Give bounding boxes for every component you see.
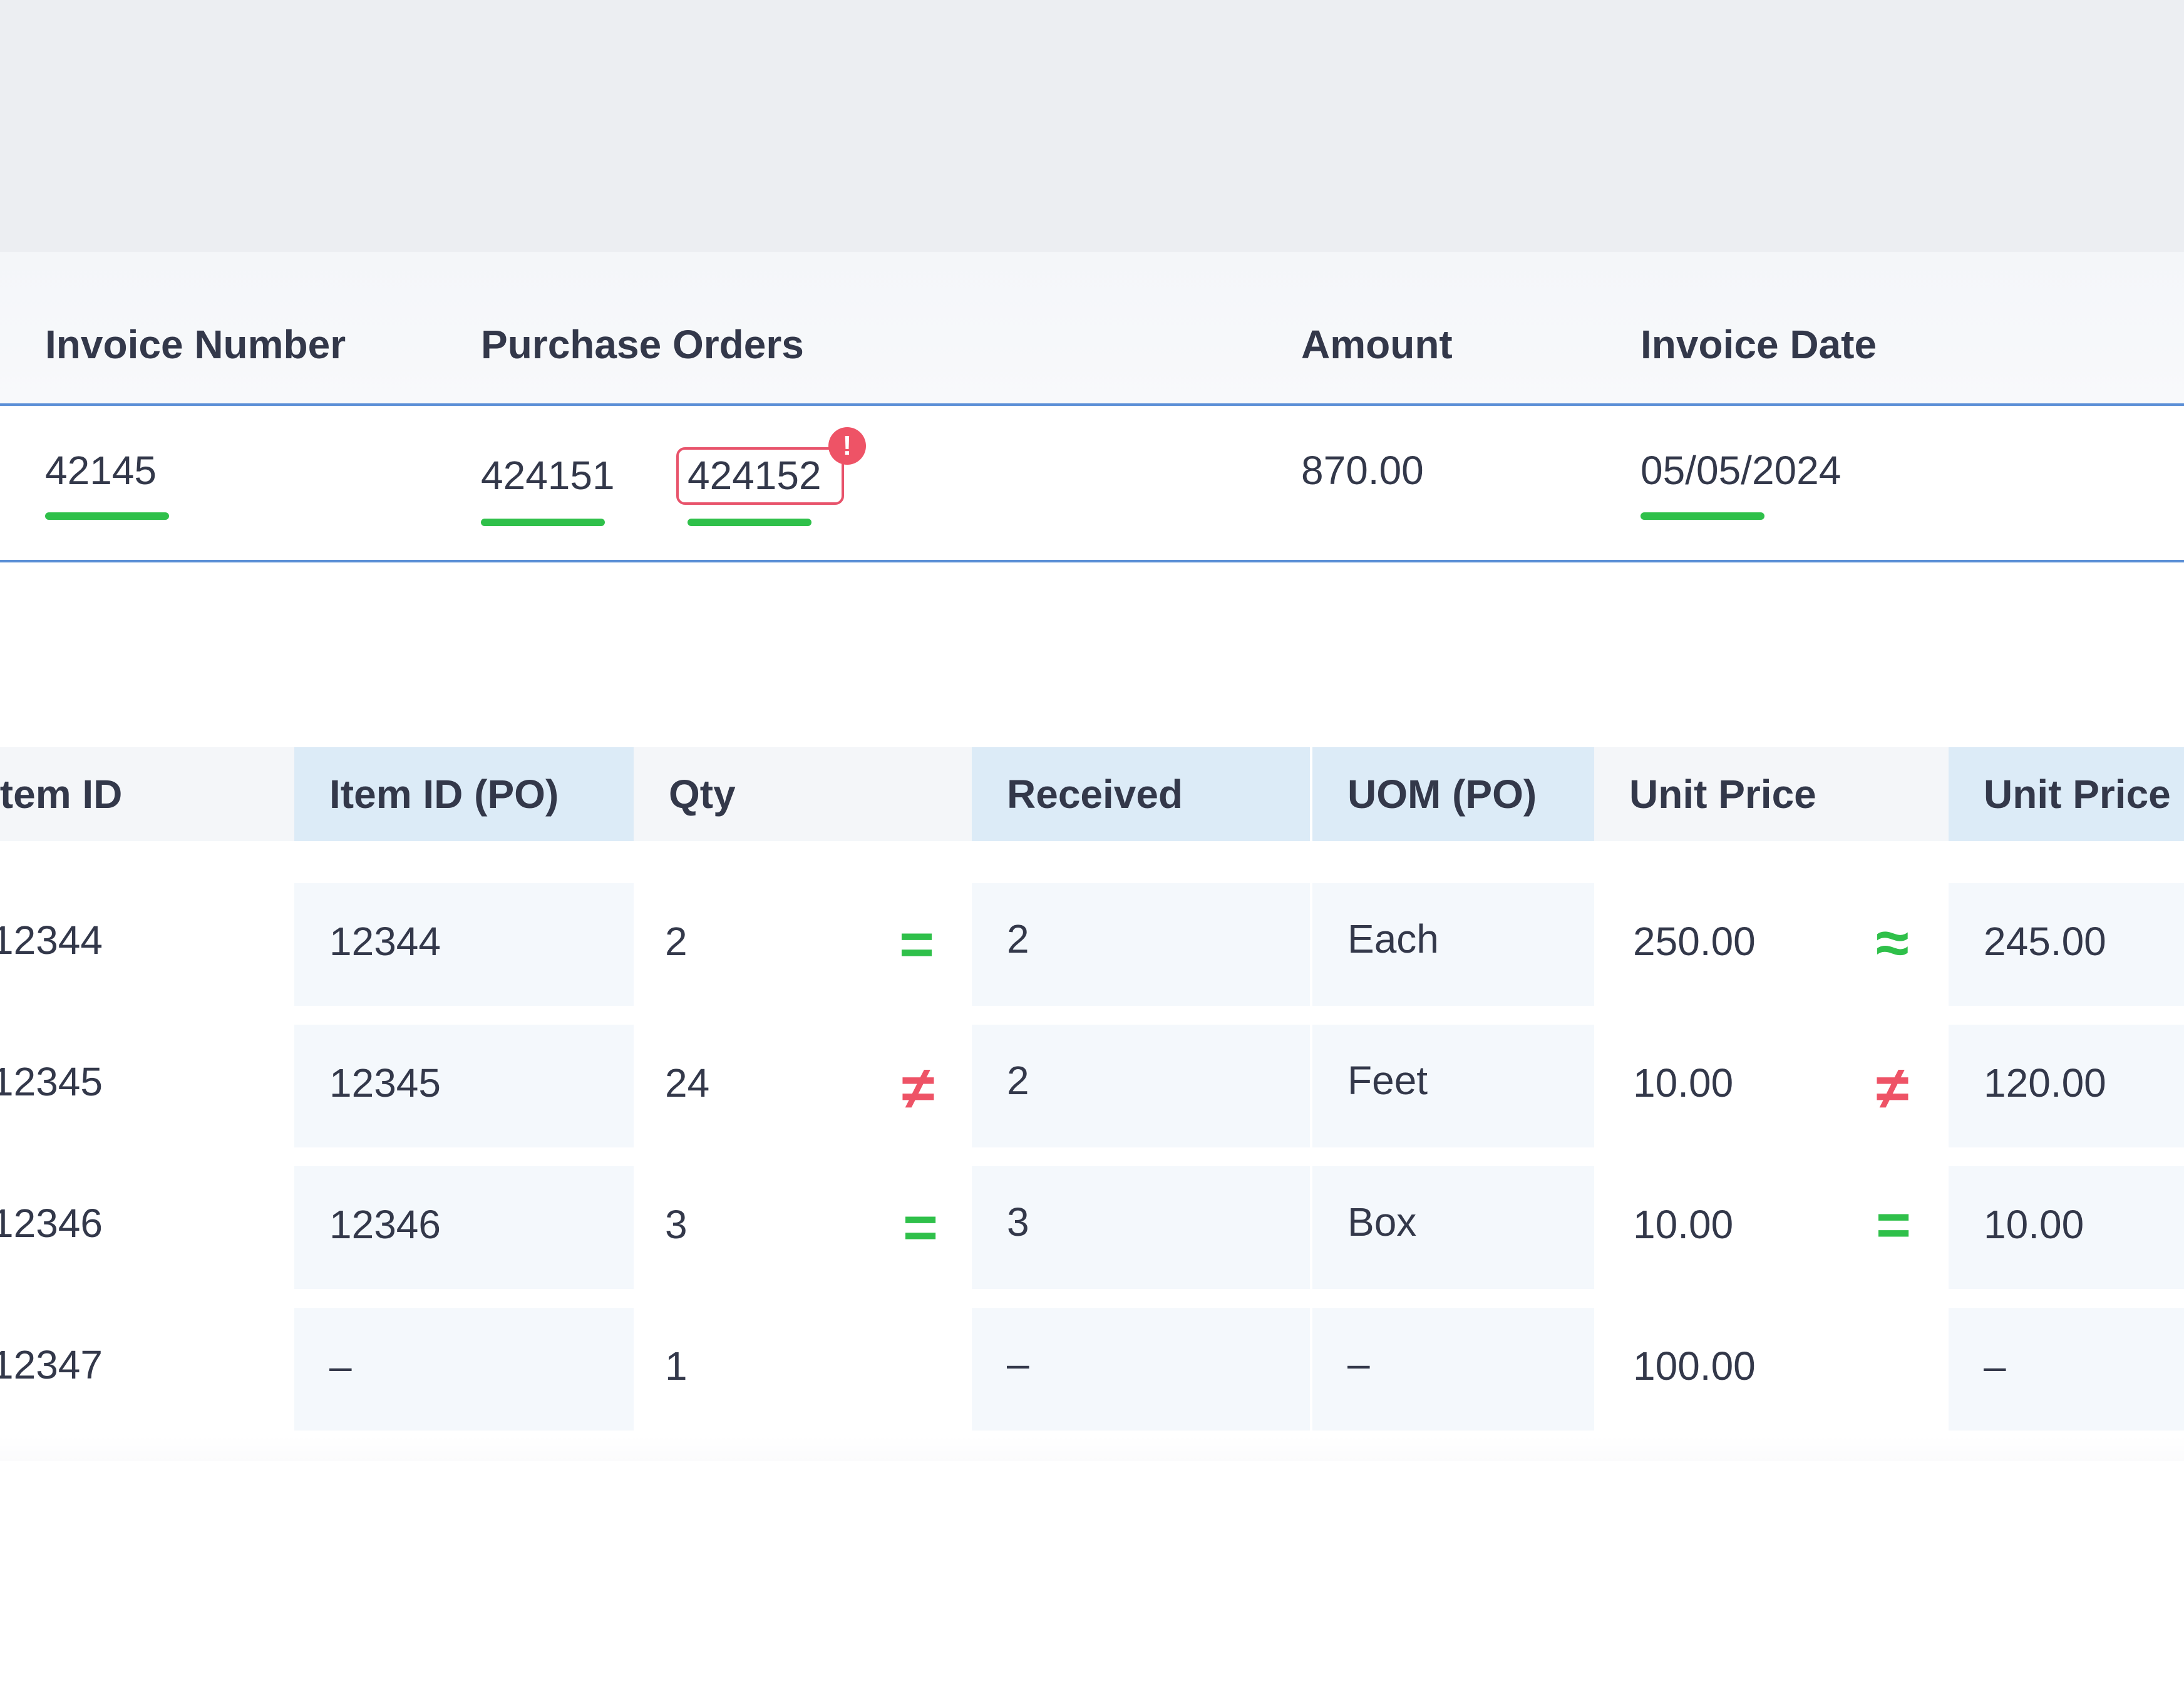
row1-received: 2 [1007,916,1029,961]
row1-item-id: 12344 [0,918,103,963]
row3-item-id-po: 12346 [329,1202,441,1247]
col-head-qty: Qty [634,747,972,841]
col-head-received: Received [972,747,1310,841]
col-head-unit-price: Unit Price [1594,747,1949,841]
header-invoice-date: Invoice Date [1641,322,1877,367]
row1-item-id-po: 12344 [329,919,441,964]
row1-price-approx-icon: ≈ [1876,909,1909,976]
row1-received-bg [972,883,1310,1006]
row3-price-match-icon: = [1876,1191,1912,1258]
row1-uom-po: Each [1347,916,1439,961]
row1-unit-price: 250.00 [1633,919,1756,964]
row1-qty-match-icon: = [899,911,935,978]
invoice-number-match-bar [45,512,169,520]
row2-item-id: 12345 [0,1059,103,1104]
row3-uom-po: Box [1347,1199,1417,1245]
col-head-uom-po: UOM (PO) [1312,747,1594,841]
header-invoice-number: Invoice Number [45,322,346,367]
row2-unit-price: 10.00 [1633,1060,1734,1105]
col-head-unit-price-po: Unit Price [1949,747,2184,841]
row4-item-id-po: – [329,1343,352,1389]
invoice-date-value[interactable]: 05/05/2024 [1641,448,1841,493]
po-flag-outline [676,447,844,505]
row4-uom-po: – [1347,1341,1370,1386]
col-head-item-id-po: Item ID (PO) [294,747,634,841]
row2-uom-bg [1312,1025,1594,1147]
row3-received: 3 [1007,1199,1029,1245]
row2-uom-po: Feet [1347,1058,1428,1103]
row3-uom-bg [1312,1166,1594,1289]
row4-unit-price-po: – [1984,1343,2006,1389]
row3-price-po-bg [1949,1166,2184,1289]
row1-qty: 2 [665,919,688,964]
row2-received: 2 [1007,1058,1029,1103]
row1-uom-bg [1312,883,1594,1006]
po-424151-match-bar [481,519,605,526]
row3-received-bg [972,1166,1310,1289]
alert-icon[interactable]: ! [828,427,866,465]
row4-unit-price: 100.00 [1633,1343,1756,1389]
invoice-number-value[interactable]: 42145 [45,448,157,493]
row4-po-bg [294,1308,634,1431]
invoice-date-match-bar [1641,512,1764,520]
row1-unit-price-po: 245.00 [1984,919,2106,964]
row3-item-id: 12346 [0,1201,103,1246]
po-link-424151[interactable]: 424151 [481,453,615,498]
row4-received-bg [972,1308,1310,1431]
invoice-panel [0,252,2184,562]
row3-unit-price-po: 10.00 [1984,1202,2084,1247]
po-424152-match-bar [688,519,811,526]
po-link-424152[interactable]: 424152 [688,453,822,498]
col-head-item-id: Item ID [0,747,294,841]
row3-qty-match-icon: = [903,1194,939,1261]
row2-unit-price-po: 120.00 [1984,1060,2106,1105]
row2-qty: 24 [665,1060,710,1105]
row4-item-id: 12347 [0,1342,103,1387]
row2-price-mismatch-icon: ≠ [1876,1055,1909,1122]
row4-price-po-bg [1949,1308,2184,1431]
row4-received: – [1007,1341,1029,1386]
amount-value: 870.00 [1301,448,1424,493]
header-amount: Amount [1301,322,1453,367]
row2-item-id-po: 12345 [329,1060,441,1105]
header-purchase-orders: Purchase Orders [481,322,804,367]
invoice-row-divider [0,560,2184,562]
row1-price-po-bg [1949,883,2184,1006]
row1-po-bg [294,883,634,1006]
row3-qty: 3 [665,1202,688,1247]
row2-qty-mismatch-icon: ≠ [902,1055,935,1122]
header-divider [0,403,2184,406]
row3-po-bg [294,1166,634,1289]
top-band [0,0,2184,252]
row2-received-bg [972,1025,1310,1147]
row2-po-bg [294,1025,634,1147]
row4-qty: 1 [665,1343,688,1389]
row3-unit-price: 10.00 [1633,1202,1734,1247]
row4-uom-bg [1312,1308,1594,1431]
row2-price-po-bg [1949,1025,2184,1147]
